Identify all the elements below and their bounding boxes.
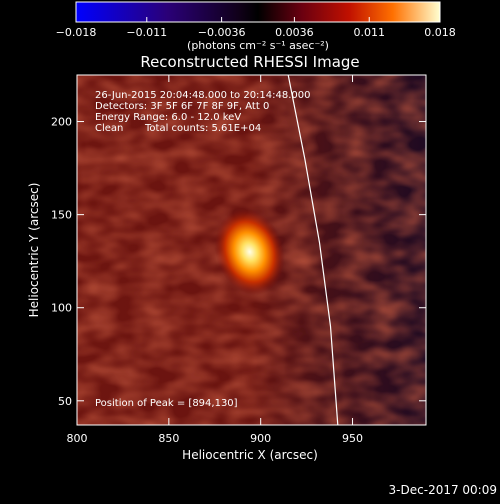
annotation-detectors: Detectors: 3F 5F 6F 7F 8F 9F, Att 0 [95, 101, 269, 112]
y-tick-label: 200 [51, 116, 72, 129]
colorbar-tick-label: −0.011 [126, 26, 167, 39]
colorbar-ticks: −0.018 −0.011 −0.0036 0.0036 0.011 0.018 [56, 17, 456, 39]
colorbar-gradient [75, 1, 441, 23]
x-tick-label: 800 [67, 432, 88, 445]
y-tick-label: 100 [51, 302, 72, 315]
y-axis-label: Heliocentric Y (arcsec) [27, 183, 41, 318]
x-tick-label: 900 [250, 432, 271, 445]
colorbar-tick-label: −0.018 [56, 26, 97, 39]
annotation-time-range: 26-Jun-2015 20:04:48.000 to 20:14:48.000 [95, 90, 311, 101]
y-tick-label: 150 [51, 209, 72, 222]
chart-title: Reconstructed RHESSI Image [140, 53, 359, 71]
annotation-total-counts: Total counts: 5.61E+04 [144, 123, 261, 134]
y-tick-label: 50 [58, 395, 72, 408]
annotation-energy: Energy Range: 6.0 - 12.0 keV [95, 112, 241, 123]
plot-frame [76, 74, 427, 426]
annotation-peak-position: Position of Peak = [894,130] [95, 398, 238, 409]
peak-source [214, 208, 285, 296]
x-tick-label: 850 [158, 432, 179, 445]
colorbar-unit-label: (photons cm⁻² s⁻¹ asec⁻²) [187, 39, 329, 52]
annotation-algorithm: Clean [95, 123, 123, 134]
colorbar-tick-label: 0.0036 [275, 26, 314, 39]
x-tick-label: 950 [342, 432, 363, 445]
x-axis: 800 850 900 950 [67, 75, 363, 445]
y-axis: 50 100 150 200 [51, 116, 426, 408]
x-axis-label: Heliocentric X (arcsec) [182, 448, 318, 462]
solar-limb-line [287, 75, 339, 425]
colorbar: −0.018 −0.011 −0.0036 0.0036 0.011 0.018 (pho… [56, 1, 456, 52]
colorbar-tick-label: 0.018 [424, 26, 456, 39]
image-plot [77, 75, 426, 425]
colorbar-tick-label: −0.0036 [198, 26, 246, 39]
footer-date: 3-Dec-2017 00:09 [389, 483, 497, 497]
colorbar-tick-label: 0.011 [353, 26, 385, 39]
